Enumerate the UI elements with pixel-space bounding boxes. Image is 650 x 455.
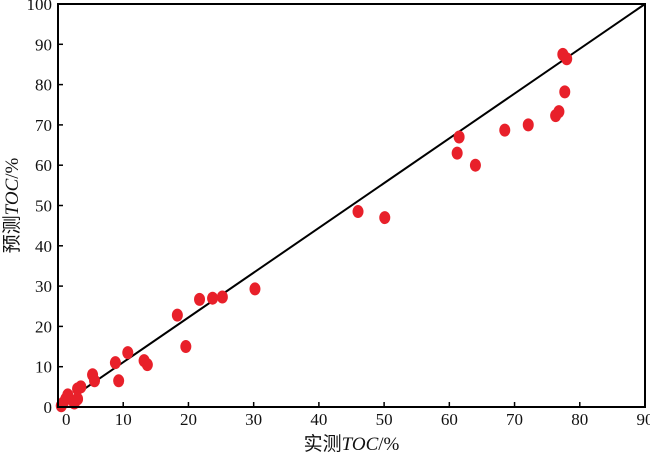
reference-line-layer [57, 3, 646, 408]
x-tick-label: 30 [245, 410, 262, 429]
y-tick-label: 20 [35, 317, 52, 336]
x-tick-label: 10 [115, 410, 132, 429]
x-axis-title: 实测TOC/% [304, 433, 400, 455]
y-tick-label: 70 [35, 116, 52, 135]
y-axis-title: 预测TOC/% [1, 157, 23, 253]
x-tick-label: 80 [571, 410, 588, 429]
data-point [559, 85, 571, 99]
data-point [249, 282, 261, 296]
data-point [180, 340, 192, 354]
data-point [171, 308, 183, 322]
data-point [522, 118, 534, 132]
x-tick-label: 70 [506, 410, 523, 429]
data-point [89, 374, 101, 388]
y-tick-label: 40 [35, 237, 52, 256]
y-tick-label: 30 [35, 277, 52, 296]
data-point [122, 346, 134, 360]
y-tick-label: 50 [35, 197, 52, 216]
data-point [194, 292, 206, 306]
y-tick-label: 10 [35, 358, 52, 377]
data-point [75, 380, 87, 394]
y-tick-label: 100 [27, 0, 53, 14]
x-tick-label: 40 [310, 410, 327, 429]
data-point [451, 146, 463, 160]
data-point [113, 374, 125, 388]
y-tick-label: 60 [35, 156, 52, 175]
y-tick-label: 80 [35, 76, 52, 95]
x-tick-label: 20 [180, 410, 197, 429]
data-point [561, 52, 573, 66]
data-point [72, 392, 84, 406]
data-point [379, 211, 391, 225]
data-point [62, 388, 74, 402]
data-point [109, 356, 121, 370]
reference-line [57, 3, 646, 408]
y-tick-label: 90 [35, 35, 52, 54]
x-tick-label: 0 [62, 410, 71, 429]
x-tick-label: 90 [637, 410, 650, 429]
axis-ticks: 0 10 20 30 40 50 60 70 80 90 0 10 20 30 40 50 60 70 80 90 10… [27, 0, 650, 429]
x-tick-label: 60 [441, 410, 458, 429]
data-point [216, 290, 228, 304]
data-point [499, 123, 511, 137]
data-point [469, 158, 481, 172]
data-point [141, 358, 153, 372]
y-tick-label: 0 [44, 398, 53, 417]
data-points [55, 47, 573, 413]
data-point [352, 205, 364, 219]
x-tick-label: 50 [376, 410, 393, 429]
data-point [207, 291, 219, 305]
data-point [453, 130, 465, 144]
data-point [553, 105, 565, 119]
